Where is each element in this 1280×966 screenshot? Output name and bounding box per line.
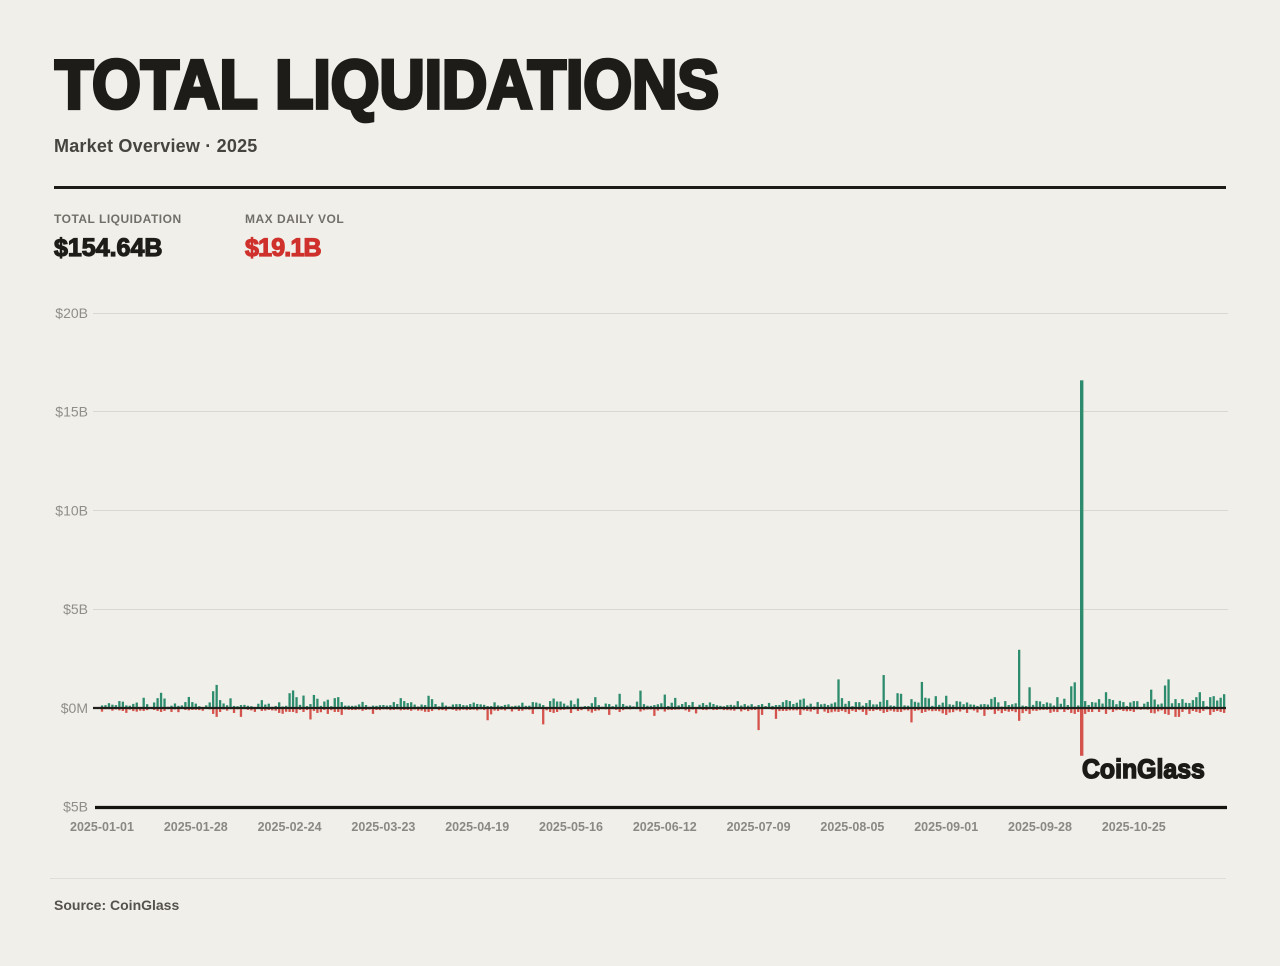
svg-text:$15B: $15B <box>55 404 88 420</box>
svg-text:2025-01-01: 2025-01-01 <box>70 820 134 834</box>
svg-text:2025-01-28: 2025-01-28 <box>164 820 228 834</box>
svg-text:2025-02-24: 2025-02-24 <box>258 820 322 834</box>
svg-text:2025-09-28: 2025-09-28 <box>1008 820 1072 834</box>
svg-text:2025-08-05: 2025-08-05 <box>820 820 884 834</box>
svg-text:2025-03-23: 2025-03-23 <box>351 820 415 834</box>
svg-text:2025-04-19: 2025-04-19 <box>445 820 509 834</box>
svg-text:$5B: $5B <box>63 799 88 815</box>
svg-text:$10B: $10B <box>55 502 88 518</box>
svg-text:$5B: $5B <box>63 601 88 617</box>
svg-text:2025-07-09: 2025-07-09 <box>727 820 791 834</box>
svg-text:$20B: $20B <box>55 305 88 321</box>
svg-text:$0M: $0M <box>61 700 88 716</box>
svg-text:2025-05-16: 2025-05-16 <box>539 820 603 834</box>
svg-text:2025-06-12: 2025-06-12 <box>633 820 697 834</box>
svg-text:2025-10-25: 2025-10-25 <box>1102 820 1166 834</box>
svg-text:CoinGlass: CoinGlass <box>1082 755 1205 784</box>
svg-text:2025-09-01: 2025-09-01 <box>914 820 978 834</box>
